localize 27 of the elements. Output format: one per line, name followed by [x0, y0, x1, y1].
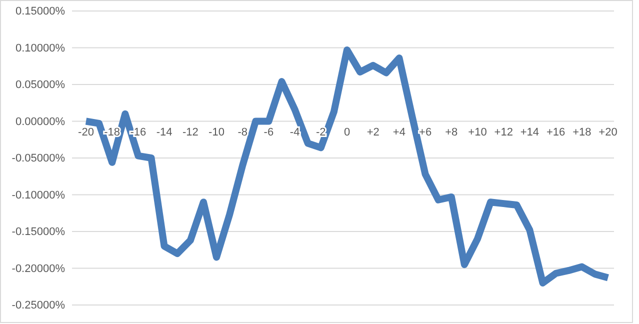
x-tick-label: +4	[392, 126, 406, 138]
y-tick-label: 0.05000%	[15, 79, 66, 92]
x-tick-label: +14	[520, 126, 540, 138]
x-tick-label: -20	[78, 126, 94, 138]
x-tick-label: +6	[419, 126, 432, 138]
x-tick-label: +2	[366, 126, 380, 138]
x-tick-label: +16	[546, 126, 566, 138]
y-tick-label: 0.10000%	[15, 42, 66, 54]
y-tick-label: -0.15000%	[12, 226, 66, 238]
y-tick-label: -0.05000%	[12, 152, 66, 165]
x-tick-label: -12	[182, 126, 198, 138]
y-tick-label: 0.00000%	[15, 116, 66, 128]
x-tick-label: 0	[344, 126, 350, 138]
x-tick-label: -4	[290, 126, 300, 138]
y-tick-label: -0.25000%	[12, 300, 66, 312]
y-tick-label: -0.20000%	[12, 262, 66, 275]
x-tick-label: +12	[494, 126, 513, 138]
x-tick-label: -14	[156, 126, 172, 138]
x-tick-label: +8	[445, 126, 458, 138]
x-tick-label: +18	[572, 126, 592, 138]
x-tick-label: +10	[468, 126, 487, 138]
y-tick-label: -0.10000%	[12, 189, 66, 202]
y-tick-label: 0.15000%	[15, 6, 66, 18]
x-tick-label: -10	[208, 126, 224, 138]
x-tick-label: -8	[238, 126, 248, 138]
x-tick-label: -6	[264, 126, 274, 138]
x-tick-label: +20	[598, 126, 618, 138]
